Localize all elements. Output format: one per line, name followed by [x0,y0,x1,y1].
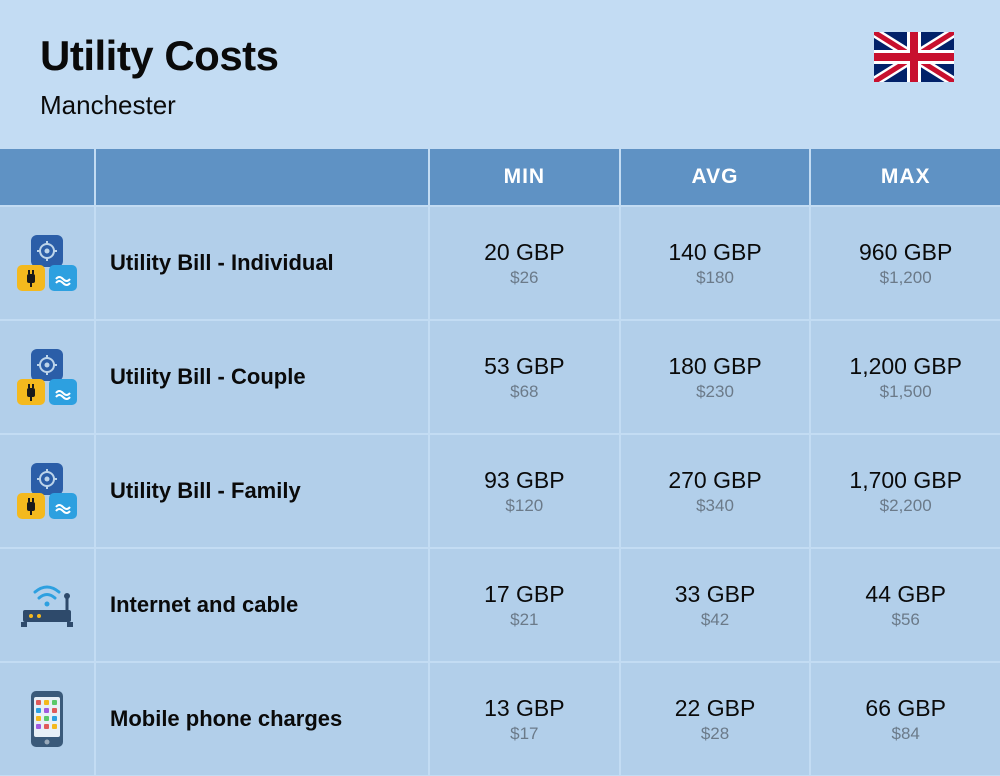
table-row: Internet and cable 17 GBP $21 33 GBP $42… [0,547,1000,661]
avg-gbp: 33 GBP [675,581,756,608]
min-usd: $17 [510,724,538,744]
table-header-row: MIN AVG MAX [0,149,1000,205]
table-body: Utility Bill - Individual 20 GBP $26 140… [0,205,1000,775]
cell-min: 53 GBP $68 [430,321,621,433]
col-avg: AVG [621,149,812,205]
cell-avg: 180 GBP $230 [621,321,812,433]
row-icon-cell [0,549,96,661]
row-icon-cell [0,321,96,433]
max-usd: $84 [891,724,919,744]
gear-icon [31,349,63,381]
gear-icon [31,463,63,495]
max-gbp: 960 GBP [859,239,952,266]
row-label: Utility Bill - Family [96,435,430,547]
cell-min: 17 GBP $21 [430,549,621,661]
water-icon [49,265,77,291]
row-label: Utility Bill - Couple [96,321,430,433]
avg-usd: $230 [696,382,734,402]
plug-icon [17,379,45,405]
max-usd: $1,500 [880,382,932,402]
table-row: Mobile phone charges 13 GBP $17 22 GBP $… [0,661,1000,775]
row-icon-cell [0,663,96,775]
max-usd: $2,200 [880,496,932,516]
cell-max: 1,700 GBP $2,200 [811,435,1000,547]
plug-icon [17,493,45,519]
avg-gbp: 180 GBP [668,353,761,380]
min-gbp: 53 GBP [484,353,565,380]
min-gbp: 13 GBP [484,695,565,722]
col-min: MIN [430,149,621,205]
header: Utility Costs Manchester [0,0,1000,149]
page: Utility Costs Manchester MIN AVG MAX [0,0,1000,776]
header-blank-icon [0,149,96,205]
max-gbp: 44 GBP [865,581,946,608]
max-gbp: 1,200 GBP [849,353,962,380]
avg-gbp: 140 GBP [668,239,761,266]
max-gbp: 1,700 GBP [849,467,962,494]
phone-icon [30,690,64,748]
min-gbp: 20 GBP [484,239,565,266]
avg-gbp: 270 GBP [668,467,761,494]
router-icon [17,580,77,630]
cell-max: 960 GBP $1,200 [811,207,1000,319]
avg-usd: $340 [696,496,734,516]
row-label: Utility Bill - Individual [96,207,430,319]
max-usd: $1,200 [880,268,932,288]
cost-table: MIN AVG MAX Utility Bill - Individual 20… [0,149,1000,775]
page-title: Utility Costs [40,32,1000,80]
header-blank-label [96,149,430,205]
min-usd: $68 [510,382,538,402]
min-usd: $21 [510,610,538,630]
cell-avg: 33 GBP $42 [621,549,812,661]
min-gbp: 17 GBP [484,581,565,608]
table-row: Utility Bill - Couple 53 GBP $68 180 GBP… [0,319,1000,433]
table-row: Utility Bill - Individual 20 GBP $26 140… [0,205,1000,319]
uk-flag-icon [874,32,954,82]
min-usd: $120 [505,496,543,516]
cell-max: 66 GBP $84 [811,663,1000,775]
table-row: Utility Bill - Family 93 GBP $120 270 GB… [0,433,1000,547]
cell-min: 20 GBP $26 [430,207,621,319]
cell-max: 44 GBP $56 [811,549,1000,661]
min-gbp: 93 GBP [484,467,565,494]
row-icon-cell [0,207,96,319]
cell-min: 93 GBP $120 [430,435,621,547]
row-icon-cell [0,435,96,547]
min-usd: $26 [510,268,538,288]
cell-min: 13 GBP $17 [430,663,621,775]
avg-usd: $180 [696,268,734,288]
plug-icon [17,265,45,291]
row-label: Mobile phone charges [96,663,430,775]
avg-gbp: 22 GBP [675,695,756,722]
cell-avg: 270 GBP $340 [621,435,812,547]
cell-max: 1,200 GBP $1,500 [811,321,1000,433]
water-icon [49,379,77,405]
col-max: MAX [811,149,1000,205]
max-gbp: 66 GBP [865,695,946,722]
water-icon [49,493,77,519]
cell-avg: 22 GBP $28 [621,663,812,775]
row-label: Internet and cable [96,549,430,661]
cell-avg: 140 GBP $180 [621,207,812,319]
avg-usd: $28 [701,724,729,744]
page-subtitle: Manchester [40,90,1000,121]
max-usd: $56 [891,610,919,630]
avg-usd: $42 [701,610,729,630]
gear-icon [31,235,63,267]
